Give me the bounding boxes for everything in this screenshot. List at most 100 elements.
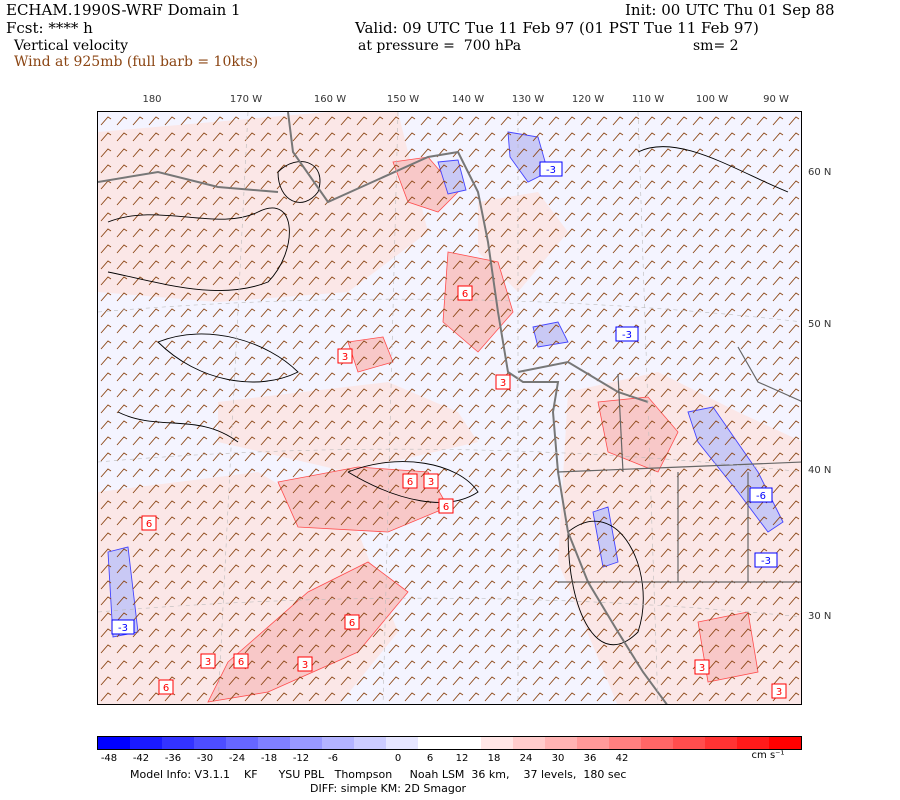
colorbar-swatch <box>545 737 578 749</box>
longitude-label: 180 <box>142 94 162 105</box>
colorbar-swatch <box>577 737 610 749</box>
colorbar-tick: -42 <box>132 753 150 764</box>
political-boundaries <box>557 346 801 583</box>
colorbar-swatch <box>129 737 162 749</box>
wind-note: Wind at 925mb (full barb = 10kts) <box>14 54 259 70</box>
colorbar-swatch <box>481 737 514 749</box>
longitude-label: 120 W <box>571 94 605 105</box>
field-name: Vertical velocity <box>14 38 128 54</box>
svg-text:6: 6 <box>462 289 468 300</box>
colorbar-swatch <box>289 737 322 749</box>
svg-text:6: 6 <box>163 683 169 694</box>
colorbar-swatch <box>161 737 194 749</box>
latitude-label: 30 N <box>808 611 832 622</box>
svg-text:3: 3 <box>776 687 782 698</box>
forecast-hour: Fcst: **** h <box>6 19 93 37</box>
colorbar-tick: -12 <box>292 753 310 764</box>
colorbar-swatch <box>737 737 770 749</box>
colorbar-swatch <box>769 737 801 749</box>
svg-text:3: 3 <box>302 660 308 671</box>
svg-text:3: 3 <box>205 657 211 668</box>
colorbar <box>97 736 802 750</box>
colorbar-tick: 12 <box>455 753 469 764</box>
wind-barb-field <box>98 112 801 704</box>
longitude-label: 160 W <box>313 94 347 105</box>
svg-text:-3: -3 <box>118 623 128 634</box>
contour-label-pos: 3 <box>423 473 439 489</box>
svg-text:3: 3 <box>699 663 705 674</box>
contour-labels: -3 -3 -3 -6 -3 6 3 3 6 3 6 6 6 3 6 3 6 3… <box>111 161 787 699</box>
colorbar-swatch <box>225 737 258 749</box>
colorbar-swatch <box>641 737 674 749</box>
longitude-label: 170 W <box>229 94 263 105</box>
pressure-level: at pressure = 700 hPa <box>358 38 522 54</box>
colorbar-swatch <box>321 737 354 749</box>
svg-text:3: 3 <box>342 352 348 363</box>
contour-label-pos: 3 <box>495 374 511 390</box>
colorbar-swatch <box>417 737 450 749</box>
svg-text:6: 6 <box>443 502 449 513</box>
colorbar-swatch <box>353 737 386 749</box>
coastlines <box>98 112 668 704</box>
colorbar-tick: 24 <box>519 753 533 764</box>
contour-label-pos: 6 <box>344 614 360 630</box>
longitude-label: 110 W <box>631 94 665 105</box>
colorbar-tick: 6 <box>426 753 434 764</box>
contour-label-pos: 6 <box>402 473 418 489</box>
contour-label-neg: -3 <box>754 552 778 568</box>
colorbar-swatch <box>385 737 418 749</box>
contour-label-pos: 3 <box>694 659 710 675</box>
colorbar-tick: -36 <box>164 753 182 764</box>
colorbar-tick: 18 <box>487 753 501 764</box>
colorbar-tick: -30 <box>196 753 214 764</box>
contour-label-neg: -3 <box>615 326 639 342</box>
model-title: ECHAM.1990S-WRF Domain 1 <box>6 1 241 19</box>
contour-label-pos: 6 <box>158 679 174 695</box>
svg-text:-3: -3 <box>761 556 771 567</box>
smoothing: sm= 2 <box>693 38 739 54</box>
colorbar-swatch <box>193 737 226 749</box>
contour-label-pos: 6 <box>141 515 157 531</box>
graticule <box>98 112 801 704</box>
colorbar-tick: 36 <box>583 753 597 764</box>
colorbar-swatch <box>449 737 482 749</box>
init-time: Init: 00 UTC Thu 01 Sep 88 <box>625 1 835 19</box>
colorbar-swatch <box>673 737 706 749</box>
colorbar-swatch <box>609 737 642 749</box>
colorbar-swatch <box>513 737 546 749</box>
longitude-label: 150 W <box>386 94 420 105</box>
colorbar-units: cm s⁻¹ <box>751 750 785 761</box>
svg-text:6: 6 <box>349 618 355 629</box>
map-canvas: -3 -3 -3 -6 -3 6 3 3 6 3 6 6 6 3 6 3 6 3… <box>98 112 801 704</box>
svg-text:-3: -3 <box>622 330 632 341</box>
colorbar-tick: -48 <box>100 753 118 764</box>
svg-text:3: 3 <box>500 378 506 389</box>
longitude-label: 140 W <box>451 94 485 105</box>
colorbar-tick: 42 <box>615 753 629 764</box>
contour-label-pos: 6 <box>457 285 473 301</box>
svg-text:6: 6 <box>238 657 244 668</box>
map-panel: -3 -3 -3 -6 -3 6 3 3 6 3 6 6 6 3 6 3 6 3… <box>97 111 802 705</box>
svg-text:6: 6 <box>407 477 413 488</box>
colorbar-tick: -18 <box>260 753 278 764</box>
diff-info: DIFF: simple KM: 2D Smagor <box>310 782 467 795</box>
latitude-label: 40 N <box>808 465 832 476</box>
colorbar-tick: -24 <box>228 753 246 764</box>
contour-label-pos: 3 <box>771 683 787 699</box>
contour-label-pos: 6 <box>233 653 249 669</box>
svg-text:3: 3 <box>428 477 434 488</box>
valid-time: Valid: 09 UTC Tue 11 Feb 97 (01 PST Tue … <box>355 19 759 37</box>
contour-label-neg: -6 <box>749 487 773 503</box>
colorbar-swatch <box>257 737 290 749</box>
colorbar-tick: 0 <box>394 753 402 764</box>
svg-text:-3: -3 <box>546 165 556 176</box>
contour-label-pos: 3 <box>337 348 353 364</box>
longitude-label: 90 W <box>763 94 789 105</box>
contour-label-neg: -3 <box>539 161 563 177</box>
contour-label-pos: 3 <box>297 656 313 672</box>
colorbar-tick: -6 <box>328 753 338 764</box>
contour-label-pos: 3 <box>200 653 216 669</box>
latitude-label: 60 N <box>808 167 832 178</box>
colorbar-swatch <box>705 737 738 749</box>
model-info: Model Info: V3.1.1 KF YSU PBL Thompson N… <box>130 768 627 781</box>
